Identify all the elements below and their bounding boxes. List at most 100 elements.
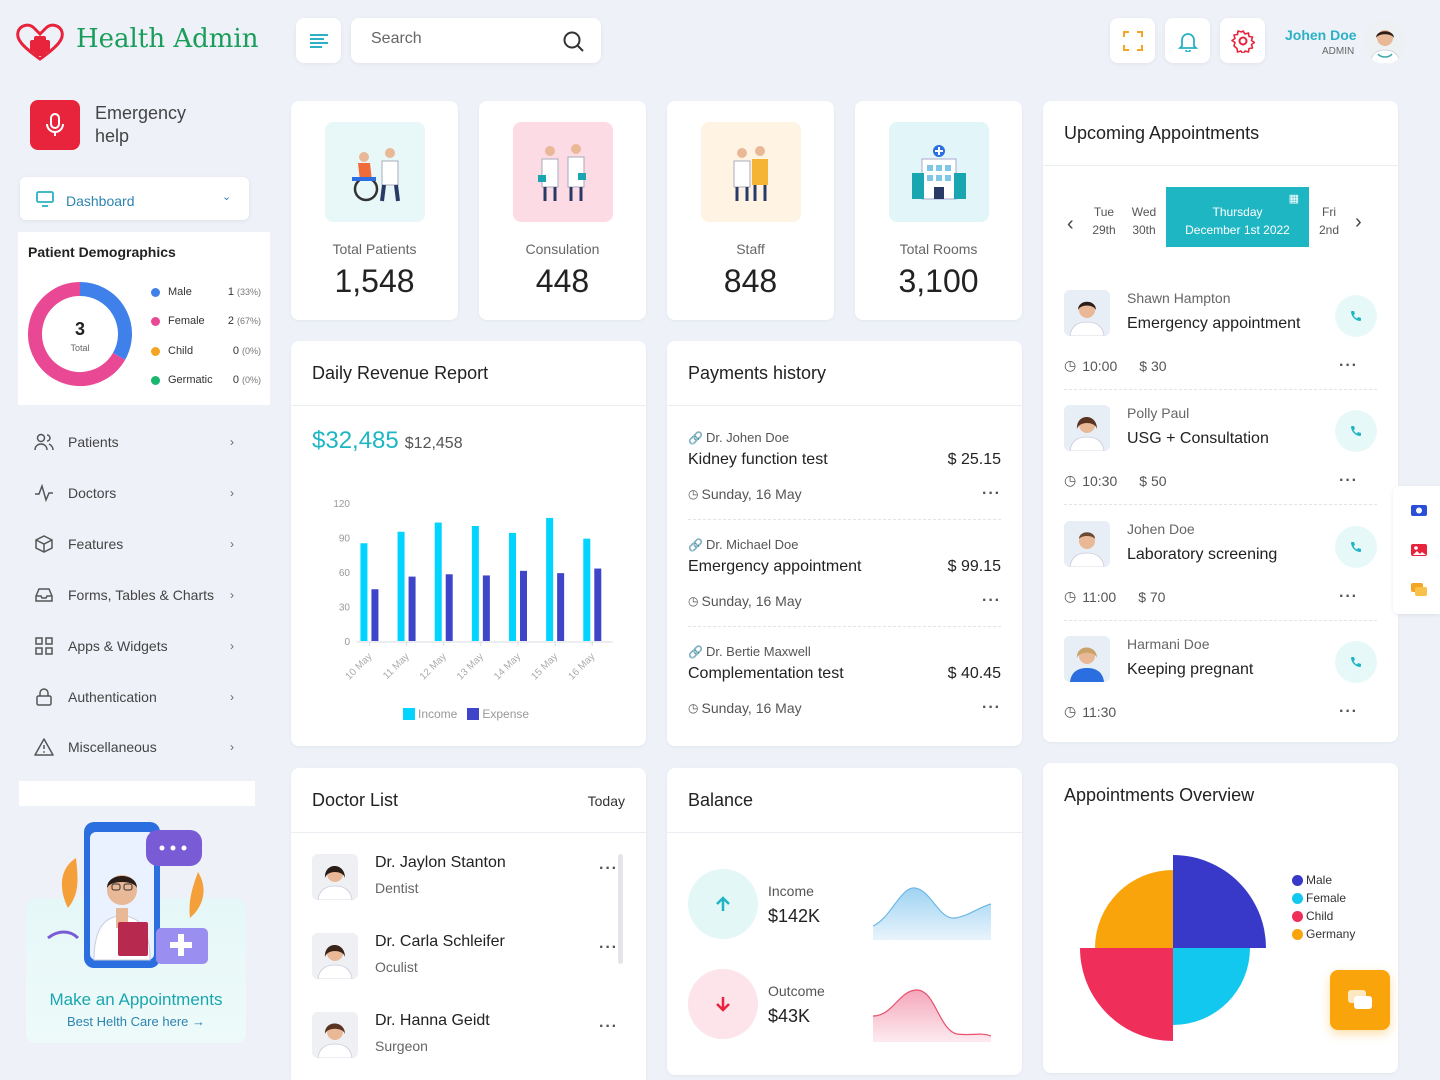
bar-income[interactable] bbox=[434, 522, 442, 641]
doctors-consultation-icon bbox=[538, 144, 586, 201]
legend-name: Female bbox=[1306, 891, 1347, 905]
bar-income[interactable] bbox=[546, 517, 554, 641]
more-options-icon[interactable]: ··· bbox=[1339, 702, 1358, 720]
legend-item: Child bbox=[1292, 907, 1355, 925]
box-icon bbox=[35, 535, 53, 553]
day-name: Thursday bbox=[1212, 205, 1263, 219]
appointment-item[interactable]: Polly Paul USG + Consultation ◷ 10:30 $ 50… bbox=[1064, 405, 1377, 495]
appointment-title: Laboratory screening bbox=[1127, 546, 1278, 563]
income-value: $142K bbox=[768, 906, 821, 926]
more-options-icon[interactable]: ··· bbox=[599, 939, 618, 956]
doctor-item[interactable]: Dr. Hanna Geidt Surgeon ··· bbox=[312, 1012, 622, 1062]
menu-toggle-button[interactable] bbox=[296, 18, 341, 63]
search-icon[interactable] bbox=[563, 31, 585, 53]
more-options-icon[interactable]: ··· bbox=[599, 1018, 618, 1035]
bar-income[interactable] bbox=[471, 526, 479, 641]
doctor-phone-illustration bbox=[47, 822, 208, 968]
brand-name[interactable]: Health Admin bbox=[76, 24, 259, 54]
legend-dot bbox=[1292, 892, 1303, 904]
more-options-icon[interactable]: ··· bbox=[982, 592, 1001, 609]
day-selected-thursday[interactable]: Thursday December 1st 2022 ▦ bbox=[1166, 187, 1309, 247]
payment-item[interactable]: 🔗 Dr. Bertie Maxwell Complementation test… bbox=[688, 644, 1001, 717]
promo-link[interactable]: Best Helth Care here → bbox=[26, 1014, 246, 1029]
outcome-sparkline bbox=[873, 989, 991, 1042]
bar-expense[interactable] bbox=[371, 589, 379, 641]
floating-chat-button[interactable] bbox=[1330, 970, 1390, 1030]
more-options-icon[interactable]: ··· bbox=[1339, 471, 1358, 489]
bar-expense[interactable] bbox=[520, 570, 527, 641]
link-icon: 🔗 bbox=[688, 537, 703, 552]
payment-test: Complementation test bbox=[688, 665, 844, 682]
dashboard-label: Dashboard bbox=[66, 193, 135, 209]
fullscreen-button[interactable] bbox=[1110, 18, 1155, 63]
bar-income[interactable] bbox=[509, 532, 516, 641]
polar-slice-female bbox=[1173, 948, 1250, 1025]
call-button[interactable] bbox=[1335, 410, 1377, 452]
bar-expense[interactable] bbox=[445, 574, 453, 641]
emergency-help-button[interactable]: Emergency help bbox=[30, 100, 220, 150]
call-button[interactable] bbox=[1335, 641, 1377, 683]
doctor-item[interactable]: Dr. Jaylon Stanton Dentist ··· bbox=[312, 854, 622, 904]
appointment-patient: Shawn Hampton bbox=[1127, 290, 1231, 306]
prev-day-button[interactable]: ‹ bbox=[1067, 213, 1074, 235]
appointment-item[interactable]: Harmani Doe Keeping pregnant ◷ 11:30 ··· bbox=[1064, 636, 1377, 726]
payment-test: Emergency appointment bbox=[688, 558, 862, 575]
day-tue[interactable]: Tue 29th bbox=[1091, 203, 1117, 239]
call-button[interactable] bbox=[1335, 295, 1377, 337]
bar-expense[interactable] bbox=[594, 568, 602, 641]
legend-swatch-income bbox=[403, 708, 415, 720]
emergency-icon-box bbox=[30, 100, 80, 150]
doctor-list-scrollbar[interactable] bbox=[618, 854, 623, 964]
more-options-icon[interactable]: ··· bbox=[599, 860, 618, 877]
card-divider bbox=[667, 832, 1022, 833]
payments-history-card: Payments history 🔗 Dr. Johen Doe Kidney f… bbox=[667, 341, 1022, 746]
bar-income[interactable] bbox=[583, 538, 591, 641]
camera-tool-button[interactable] bbox=[1398, 491, 1440, 529]
bar-expense[interactable] bbox=[408, 576, 416, 641]
day-wed[interactable]: Wed 30th bbox=[1129, 203, 1159, 239]
legend-pct: (33%) bbox=[236, 287, 261, 297]
more-options-icon[interactable]: ··· bbox=[1339, 356, 1358, 374]
sidebar-item-features[interactable]: Features › bbox=[34, 532, 234, 556]
appointment-separator bbox=[1064, 389, 1377, 390]
doctor-list-filter[interactable]: Today bbox=[587, 793, 625, 809]
bar-income[interactable] bbox=[397, 531, 405, 641]
more-options-icon[interactable]: ··· bbox=[982, 699, 1001, 716]
warning-triangle-icon bbox=[34, 738, 54, 756]
payment-doctor: Dr. Michael Doe bbox=[705, 537, 799, 552]
bar-income[interactable] bbox=[360, 543, 368, 641]
appointment-item[interactable]: Johen Doe Laboratory screening ◷ 11:00 $ 7… bbox=[1064, 521, 1377, 611]
day-num: 30th bbox=[1132, 223, 1156, 237]
sidebar-item-apps-widgets[interactable]: Apps & Widgets › bbox=[34, 634, 234, 658]
sidebar-item-forms-tables-charts[interactable]: Forms, Tables & Charts › bbox=[34, 583, 234, 607]
settings-button[interactable] bbox=[1220, 18, 1265, 63]
image-tool-button[interactable] bbox=[1398, 531, 1440, 569]
sidebar-item-miscellaneous[interactable]: Miscellaneous › bbox=[34, 735, 234, 759]
more-options-icon[interactable]: ··· bbox=[1339, 587, 1358, 605]
call-button[interactable] bbox=[1335, 526, 1377, 568]
doctor-item[interactable]: Dr. Carla Schleifer Oculist ··· bbox=[312, 933, 622, 983]
legend-dot bbox=[1292, 874, 1303, 886]
more-options-icon[interactable]: ··· bbox=[982, 485, 1001, 502]
notifications-button[interactable] bbox=[1165, 18, 1210, 63]
user-name[interactable]: Johen Doe bbox=[1285, 27, 1357, 43]
bar-expense[interactable] bbox=[482, 575, 490, 641]
outcome-label: Outcome bbox=[768, 983, 825, 999]
bar-expense[interactable] bbox=[557, 573, 565, 641]
day-fri[interactable]: Fri 2nd bbox=[1315, 203, 1343, 239]
chat-tool-button[interactable] bbox=[1398, 571, 1440, 609]
clock-icon: ◷ bbox=[1064, 703, 1077, 719]
search-input[interactable] bbox=[371, 30, 551, 48]
appointment-item[interactable]: Shawn Hampton Emergency appointment ◷ 10:… bbox=[1064, 290, 1377, 380]
sidebar-item-doctors[interactable]: Doctors › bbox=[34, 481, 234, 505]
next-day-button[interactable]: › bbox=[1355, 211, 1362, 233]
sidebar-item-patients[interactable]: Patients › bbox=[34, 430, 234, 454]
dashboard-nav-item[interactable]: Dashboard ⌄ bbox=[20, 177, 249, 220]
legend-name: Germany bbox=[1306, 927, 1356, 941]
arrow-up-icon bbox=[716, 896, 730, 911]
payment-item[interactable]: 🔗 Dr. Johen Doe Kidney function test $ 25.… bbox=[688, 430, 1001, 503]
payment-item[interactable]: 🔗 Dr. Michael Doe Emergency appointment $ … bbox=[688, 537, 1001, 610]
user-avatar[interactable] bbox=[1364, 20, 1406, 64]
chevron-right-icon: › bbox=[230, 486, 234, 500]
sidebar-item-authentication[interactable]: Authentication › bbox=[34, 685, 234, 709]
